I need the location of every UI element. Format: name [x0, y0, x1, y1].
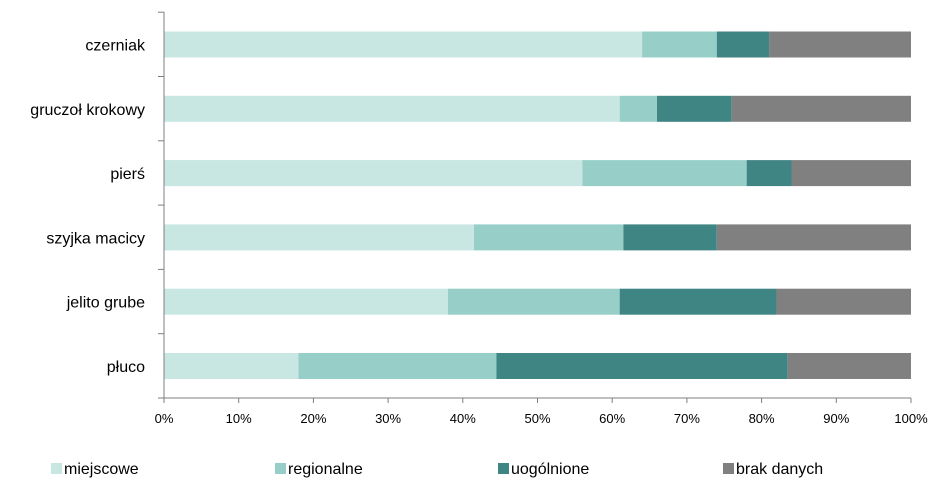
- category-label: czerniak: [85, 38, 146, 55]
- legend-swatch-miejscowe: [51, 463, 62, 474]
- x-tick-label: 50%: [524, 411, 550, 426]
- bar-brak-danych-0: [787, 353, 911, 379]
- bar-uogólnione-3: [746, 160, 792, 187]
- legend-label: brak danych: [736, 461, 823, 478]
- bar-brak-danych-1: [776, 288, 911, 315]
- category-label: pierś: [110, 166, 145, 183]
- bar-brak-danych-5: [769, 31, 911, 58]
- bar-regionalne-5: [642, 31, 717, 58]
- bar-miejscowe-2: [164, 224, 475, 251]
- x-tick-label: 70%: [674, 411, 700, 426]
- legend-label: miejscowe: [64, 461, 139, 478]
- category-label: gruczoł krokowy: [30, 102, 145, 119]
- bar-uogólnione-0: [496, 353, 788, 379]
- bar-uogólnione-2: [623, 224, 717, 251]
- legend-swatch-uogólnione: [498, 463, 509, 474]
- x-tick-label: 80%: [749, 411, 775, 426]
- bar-regionalne-0: [298, 353, 497, 379]
- bar-regionalne-2: [474, 224, 624, 251]
- x-tick-labels: 0% 10% 20% 30% 40% 50% 60% 70% 80% 90% 100%: [155, 411, 928, 426]
- x-tick-label: 20%: [300, 411, 326, 426]
- x-tick-label: 90%: [823, 411, 849, 426]
- bar-uogólnione-1: [619, 288, 777, 315]
- category-labels: płuco jelito grube szyjka macicy pierś grucz…: [30, 38, 146, 377]
- x-tick-label: 100%: [894, 411, 928, 426]
- bar-miejscowe-1: [164, 288, 448, 315]
- x-tick-label: 10%: [226, 411, 252, 426]
- legend-swatch-regionalne: [275, 463, 286, 474]
- x-tick-label: 0%: [155, 411, 174, 426]
- bar-regionalne-3: [582, 160, 747, 187]
- bar-regionalne-1: [447, 288, 620, 315]
- bar-miejscowe-5: [164, 31, 643, 58]
- category-label: jelito grube: [66, 295, 145, 312]
- x-tick-label: 30%: [375, 411, 401, 426]
- bar-miejscowe-0: [164, 353, 299, 379]
- bar-brak-danych-2: [716, 224, 911, 251]
- x-tick-label: 60%: [599, 411, 625, 426]
- legend: miejscowe regionalne uogólnione brak danych: [51, 461, 823, 478]
- category-label: płuco: [107, 359, 145, 376]
- axes-group: [158, 11, 912, 403]
- bars-group: [164, 31, 911, 379]
- bar-miejscowe-4: [164, 95, 620, 122]
- bar-uogólnione-5: [716, 31, 770, 58]
- legend-swatch-brak-danych: [723, 463, 734, 474]
- legend-label: regionalne: [288, 461, 363, 478]
- bar-brak-danych-4: [731, 95, 911, 122]
- x-tick-label: 40%: [450, 411, 476, 426]
- bar-uogólnione-4: [657, 95, 732, 122]
- bar-brak-danych-3: [791, 160, 911, 187]
- bar-regionalne-4: [619, 95, 658, 122]
- legend-label: uogólnione: [511, 461, 589, 478]
- bar-miejscowe-3: [164, 160, 583, 187]
- category-label: szyjka macicy: [46, 230, 145, 247]
